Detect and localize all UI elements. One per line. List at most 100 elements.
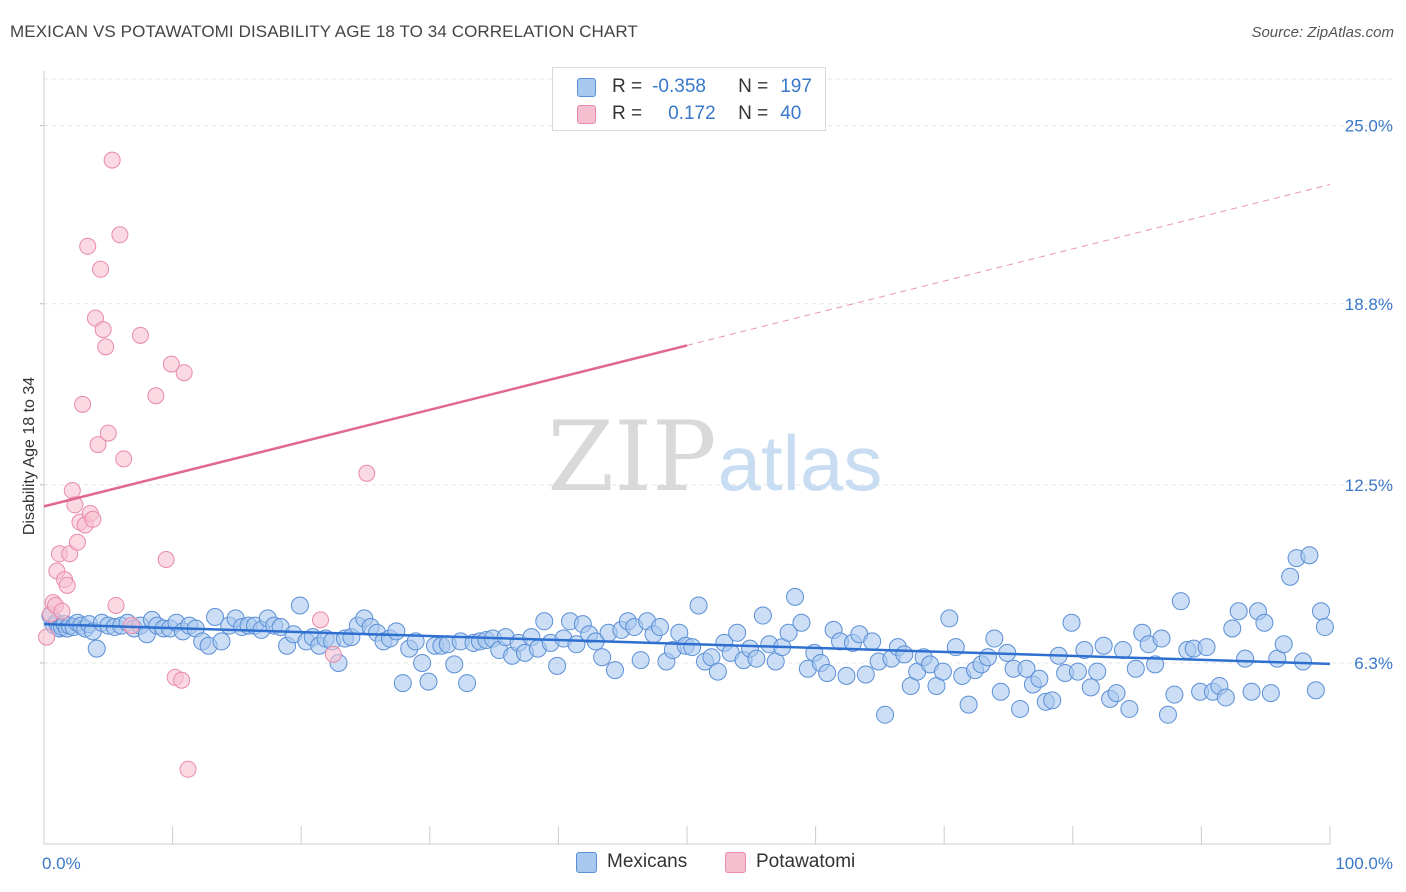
mexicans-point xyxy=(87,639,106,658)
mexicans-point xyxy=(1216,688,1235,707)
mexicans-point xyxy=(1081,678,1100,697)
mexicans-point xyxy=(863,632,882,651)
mexicans-point xyxy=(1030,669,1049,688)
potawatomi-point xyxy=(97,338,115,356)
potawatomi-points xyxy=(38,151,376,778)
mexicans-point xyxy=(1088,662,1107,681)
potawatomi-point xyxy=(103,151,121,169)
legend-n-label: N = xyxy=(738,76,769,97)
mexicans-point xyxy=(985,629,1004,648)
x-tick-label-min: 0.0% xyxy=(42,854,81,873)
watermark-zip: ZIP xyxy=(547,401,716,513)
mexicans-point xyxy=(1152,629,1171,648)
mexicans-point xyxy=(445,655,464,674)
mexicans-point xyxy=(1293,652,1312,671)
mexicans-point xyxy=(1107,684,1126,703)
y-tick-label: 18.8% xyxy=(1345,295,1393,314)
potawatomi-point xyxy=(111,226,129,244)
y-tick-labels: 25.0% 18.8% 12.5% 6.3% xyxy=(1345,117,1393,673)
potawatomi-point xyxy=(358,464,376,482)
mexicans-point xyxy=(1120,699,1139,718)
y-tick-label: 12.5% xyxy=(1345,476,1393,495)
mexicans-points xyxy=(41,546,1334,724)
mexicans-point xyxy=(753,606,772,625)
series-legend-potawatomi-label: Potawatomi xyxy=(756,851,856,872)
mexicans-point xyxy=(747,649,766,668)
mexicans-point xyxy=(728,623,747,642)
legend-r-value-potawatomi: 0.172 xyxy=(668,103,716,124)
mexicans-point xyxy=(1281,567,1300,586)
mexicans-point xyxy=(856,665,875,684)
mexicans-point xyxy=(631,651,650,670)
mexicans-point xyxy=(393,674,412,693)
mexicans-point xyxy=(593,648,612,667)
potawatomi-point xyxy=(147,387,165,405)
mexicans-point xyxy=(1075,641,1094,660)
mexicans-point xyxy=(212,632,231,651)
legend-n-value-mexicans: 197 xyxy=(780,76,812,97)
mexicans-point xyxy=(387,622,406,641)
axes xyxy=(40,71,1331,845)
potawatomi-point xyxy=(175,364,193,382)
mexicans-point xyxy=(1094,636,1113,655)
mexicans-point xyxy=(1315,618,1334,637)
mexicans-point xyxy=(708,662,727,681)
potawatomi-point xyxy=(92,260,110,278)
mexicans-point xyxy=(1011,699,1030,718)
potawatomi-point xyxy=(94,321,112,339)
legend-r-label: R = xyxy=(612,76,643,97)
legend-row-potawatomi: R = 0.172 N = 40 xyxy=(577,101,801,127)
mexicans-point xyxy=(535,612,554,631)
gridlines xyxy=(44,78,1393,664)
series-legend-potawatomi: Potawatomi xyxy=(725,851,855,873)
potawatomi-point xyxy=(173,671,191,689)
mexicans-point xyxy=(1223,619,1242,638)
trend-lines xyxy=(43,184,1331,666)
potawatomi-point xyxy=(89,436,107,454)
potawatomi-legend-swatch xyxy=(725,851,746,873)
mexicans-point xyxy=(837,666,856,685)
potawatomi-point xyxy=(84,510,102,528)
legend-n-label: N = xyxy=(738,103,769,124)
legend-n-value-potawatomi: 40 xyxy=(780,103,802,124)
potawatomi-point xyxy=(311,611,329,629)
mexicans-point xyxy=(1306,681,1325,700)
mexicans-point xyxy=(1300,546,1319,565)
y-tick-label: 6.3% xyxy=(1354,654,1393,673)
potawatomi-point xyxy=(63,482,81,500)
mexicans-point xyxy=(1236,649,1255,668)
x-tick-label-max: 100.0% xyxy=(1335,854,1393,873)
mexicans-point xyxy=(959,695,978,714)
mexicans-point xyxy=(1229,602,1248,621)
mexicans-point xyxy=(1126,659,1145,678)
potawatomi-point xyxy=(131,326,149,344)
mexicans-trend-line xyxy=(43,622,1331,666)
potawatomi-point xyxy=(58,576,76,594)
legend-r-label: R = xyxy=(612,103,643,124)
mexicans-point xyxy=(792,613,811,632)
potawatomi-point xyxy=(157,551,175,569)
potawatomi-trend-extension xyxy=(686,184,1331,346)
mexicans-point xyxy=(406,632,425,651)
potawatomi-point xyxy=(38,628,56,646)
potawatomi-trend-line xyxy=(43,344,688,508)
mexicans-legend-swatch xyxy=(576,851,597,873)
mexicans-point xyxy=(1171,592,1190,611)
chart-title: MEXICAN VS POTAWATOMI DISABILITY AGE 18 … xyxy=(10,22,638,41)
potawatomi-point xyxy=(68,533,86,551)
mexicans-point xyxy=(1062,613,1081,632)
mexicans-point xyxy=(1146,655,1165,674)
mexicans-point xyxy=(1068,662,1087,681)
mexicans-point xyxy=(895,645,914,664)
mexicans-point xyxy=(1261,684,1280,703)
mexicans-point xyxy=(818,664,837,683)
mexicans-point xyxy=(689,596,708,615)
potawatomi-swatch xyxy=(577,104,596,124)
mexicans-point xyxy=(1242,682,1261,701)
mexicans-point xyxy=(548,656,567,675)
potawatomi-point xyxy=(179,760,197,778)
chart-source: Source: ZipAtlas.com xyxy=(1251,24,1394,41)
mexicans-point xyxy=(1165,685,1184,704)
mexicans-point xyxy=(419,672,438,691)
